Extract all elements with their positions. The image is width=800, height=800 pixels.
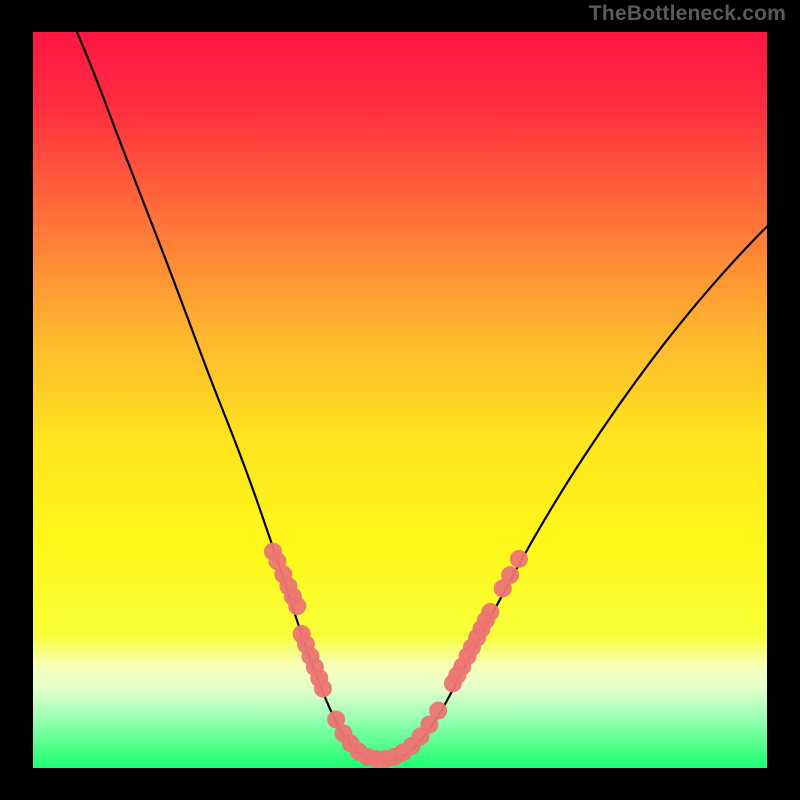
data-dot	[314, 680, 332, 698]
plot-svg	[33, 32, 767, 768]
plot-area	[33, 32, 767, 768]
data-dot	[481, 603, 499, 621]
plot-background	[33, 32, 767, 768]
data-dot	[429, 702, 447, 720]
watermark-text: TheBottleneck.com	[589, 2, 786, 26]
data-dot	[510, 550, 528, 568]
data-dot	[288, 597, 306, 615]
data-dot	[501, 566, 519, 584]
chart-frame: TheBottleneck.com	[0, 0, 800, 800]
